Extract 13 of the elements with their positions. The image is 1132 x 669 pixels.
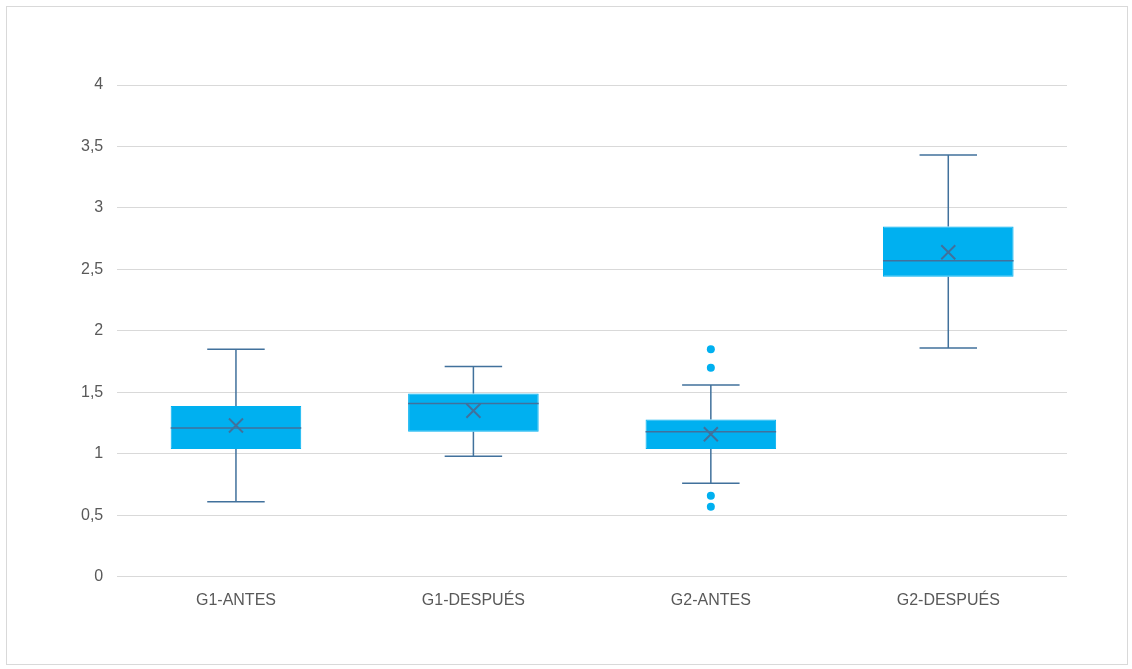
x-tick-label: G2-ANTES [670,590,751,608]
x-tick-label: G1-DESPUÉS [421,589,525,608]
y-tick-label: 2,5 [80,259,104,277]
y-tick-label: 3 [94,198,104,216]
y-tick-label: 2 [94,321,104,339]
x-tick-label: G1-ANTES [195,590,276,608]
y-tick-label: 0,5 [80,505,104,523]
y-tick-label: 1 [94,444,104,462]
x-tick-label: G2-DESPUÉS [896,589,1000,608]
y-tick-label: 4 [94,75,104,93]
y-tick-label: 3,5 [80,136,104,154]
y-tick-label: 1,5 [80,382,104,400]
y-tick-label: 0 [94,567,104,585]
